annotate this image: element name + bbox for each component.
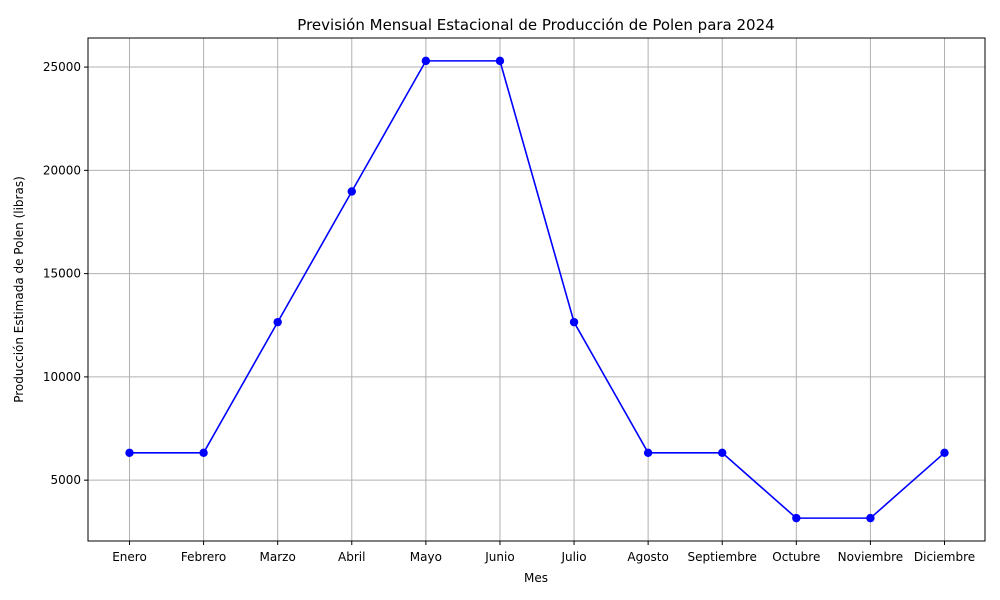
y-tick-label: 5000 xyxy=(50,473,81,487)
x-axis-label: Mes xyxy=(524,571,548,585)
x-tick-label: Diciembre xyxy=(914,550,975,564)
x-tick-label: Abril xyxy=(338,550,365,564)
chart-title: Previsión Mensual Estacional de Producci… xyxy=(297,16,774,34)
x-tick-label: Febrero xyxy=(181,550,226,564)
y-axis-label: Producción Estimada de Polen (libras) xyxy=(12,176,26,403)
x-tick-label: Septiembre xyxy=(688,550,757,564)
data-point xyxy=(125,448,134,458)
data-point xyxy=(421,56,431,66)
data-point xyxy=(866,513,875,523)
x-tick-label: Marzo xyxy=(260,550,296,564)
series-line xyxy=(129,60,946,519)
data-point xyxy=(199,448,208,458)
data-point xyxy=(940,448,949,458)
x-tick-label: Agosto xyxy=(627,550,668,564)
x-tick-label: Noviembre xyxy=(838,550,904,564)
x-tick-label: Mayo xyxy=(410,550,442,564)
data-point xyxy=(495,56,505,66)
x-tick-label: Julio xyxy=(560,550,586,564)
data-point xyxy=(569,317,579,327)
ticks: Enero Febrero Marzo Abril Mayo Junio Julio Agos… xyxy=(43,60,975,564)
plot-frame xyxy=(87,37,986,542)
data-point xyxy=(273,317,282,327)
y-tick-label: 10000 xyxy=(43,370,81,384)
grid xyxy=(88,38,985,541)
y-tick-label: 20000 xyxy=(43,163,81,177)
y-tick-label: 25000 xyxy=(43,60,81,74)
data-point xyxy=(792,513,801,523)
data-point xyxy=(718,448,727,458)
x-tick-label: Octubre xyxy=(772,550,820,564)
data-point xyxy=(643,448,653,458)
y-tick-label: 15000 xyxy=(43,267,81,281)
series-layer xyxy=(125,56,949,523)
data-point xyxy=(347,187,356,196)
x-tick-label: Junio xyxy=(484,550,514,564)
x-tick-label: Enero xyxy=(112,550,147,564)
